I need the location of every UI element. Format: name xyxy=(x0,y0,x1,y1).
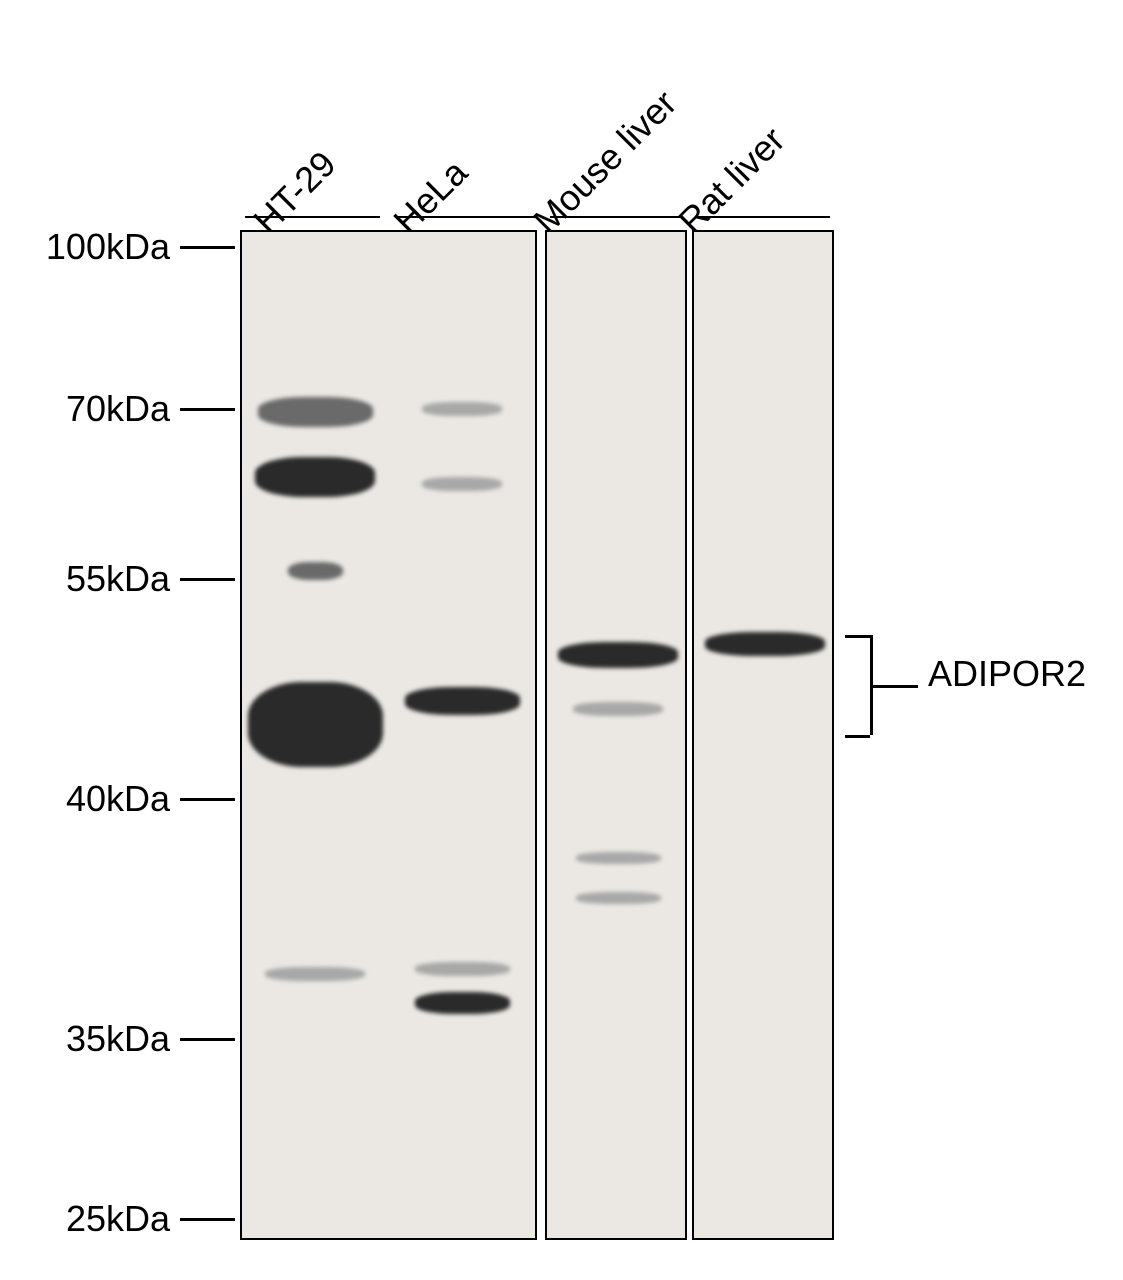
lane-label: HT-29 xyxy=(245,143,344,242)
blot-band xyxy=(422,477,502,491)
bracket-line xyxy=(845,735,870,738)
blot-band xyxy=(705,632,825,656)
lane-underline xyxy=(395,216,535,218)
blot-band xyxy=(576,852,661,864)
blot-band xyxy=(258,397,373,427)
blot-panel xyxy=(545,230,687,1240)
mw-label: 100kDa xyxy=(0,226,170,268)
blot-band xyxy=(576,892,661,904)
mw-tick xyxy=(180,246,235,249)
mw-label: 35kDa xyxy=(0,1018,170,1060)
mw-tick xyxy=(180,408,235,411)
blot-band xyxy=(255,457,375,497)
mw-tick xyxy=(180,578,235,581)
bracket-line xyxy=(845,635,870,638)
bracket-line xyxy=(870,685,918,688)
mw-tick xyxy=(180,1038,235,1041)
blot-band xyxy=(558,642,678,668)
mw-label: 55kDa xyxy=(0,558,170,600)
mw-label: 40kDa xyxy=(0,778,170,820)
blot-band xyxy=(415,962,510,976)
lane-underline xyxy=(695,216,830,218)
blot-band xyxy=(265,967,365,981)
lane-underline xyxy=(245,216,380,218)
blot-band xyxy=(405,687,520,715)
blot-panel xyxy=(692,230,834,1240)
target-label: ADIPOR2 xyxy=(928,653,1086,695)
lane-label: Rat liver xyxy=(670,119,793,242)
lane-label: Mouse liver xyxy=(525,82,685,242)
blot-band xyxy=(415,992,510,1014)
mw-label: 25kDa xyxy=(0,1198,170,1240)
mw-tick xyxy=(180,1218,235,1221)
blot-band xyxy=(422,402,502,416)
blot-band xyxy=(288,562,343,580)
lane-label: HeLa xyxy=(385,151,476,242)
blot-band xyxy=(248,682,383,767)
blot-panel xyxy=(240,230,537,1240)
blot-band xyxy=(573,702,663,716)
mw-tick xyxy=(180,798,235,801)
mw-label: 70kDa xyxy=(0,388,170,430)
lane-underline xyxy=(550,216,680,218)
